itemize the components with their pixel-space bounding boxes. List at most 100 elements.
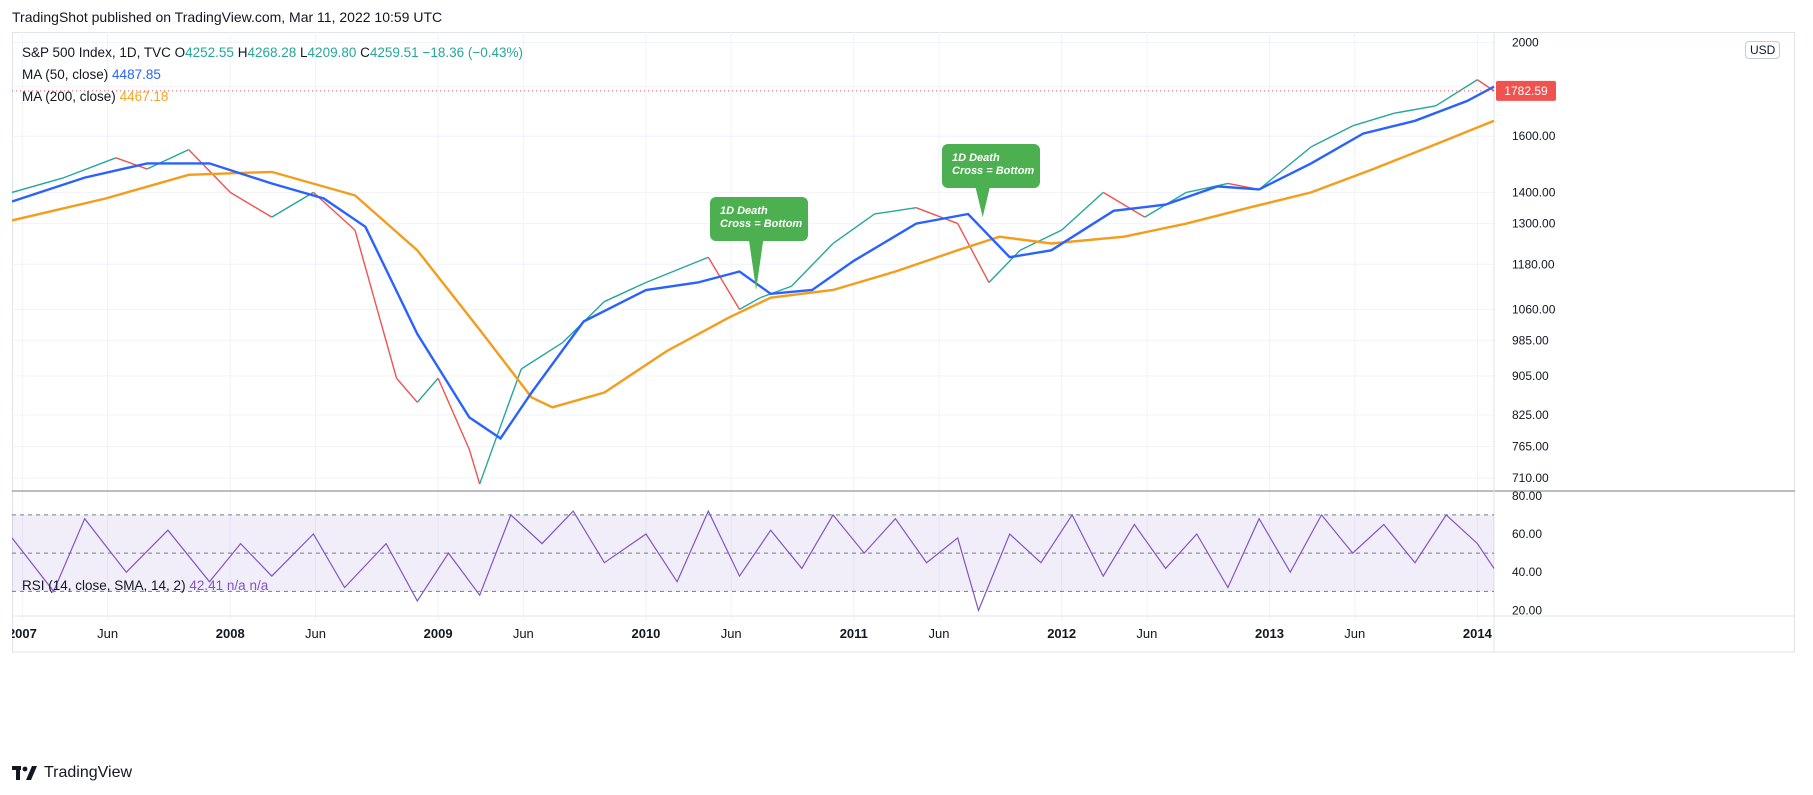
price-segment xyxy=(1435,79,1478,107)
main-legend: S&P 500 Index, 1D, TVC O4252.55 H4268.28… xyxy=(22,42,523,108)
price-tick-label: 710.00 xyxy=(1512,471,1549,485)
footer-brand: TradingView xyxy=(12,764,132,782)
time-tick-label: Jun xyxy=(1136,626,1157,641)
rsi-tick-label: 80.00 xyxy=(1512,489,1542,503)
price-segment xyxy=(271,191,314,218)
price-segment xyxy=(915,207,958,225)
ma50-value: 4487.85 xyxy=(112,67,161,82)
symbol-label[interactable]: S&P 500 Index, 1D, TVC xyxy=(22,45,171,60)
price-tick-label: 825.00 xyxy=(1512,408,1549,422)
low-value: 4209.80 xyxy=(307,45,357,60)
high-label: H xyxy=(237,45,248,60)
price-segment xyxy=(957,223,990,283)
close-label: C xyxy=(360,45,370,60)
ma200-line xyxy=(11,119,1495,409)
time-tick-label: Jun xyxy=(97,626,118,641)
price-segment xyxy=(63,157,117,179)
rsi-value: 42.41 xyxy=(189,578,224,593)
currency-badge[interactable]: USD xyxy=(1745,41,1781,59)
price-segment xyxy=(1186,182,1229,194)
time-tick-label: 2012 xyxy=(1047,626,1076,641)
price-segment xyxy=(739,297,761,311)
price-segment xyxy=(1061,191,1104,231)
chart-svg[interactable]: 200018001600.001400.001300.001180.001060… xyxy=(8,32,1795,752)
price-segment xyxy=(832,213,875,245)
price-tick-label: 985.00 xyxy=(1512,333,1549,347)
price-tick-label: 1300.00 xyxy=(1512,217,1556,231)
callout-box xyxy=(942,144,1040,188)
ma50-line xyxy=(11,85,1495,441)
price-tick-label: 2000 xyxy=(1512,35,1539,49)
rsi-na-1: n/a xyxy=(226,578,246,593)
chart-border xyxy=(12,32,1795,653)
rsi-tick-label: 20.00 xyxy=(1512,603,1542,617)
price-segment xyxy=(11,176,65,194)
last-price-label: 1782.59 xyxy=(1504,84,1548,98)
price-segment xyxy=(604,281,647,303)
callout-pointer xyxy=(749,241,764,291)
price-segment xyxy=(645,256,709,284)
ma200-row[interactable]: MA (200, close) 4467.18 xyxy=(22,86,523,108)
price-segment xyxy=(1352,112,1395,127)
price-segment xyxy=(790,242,834,287)
ohlc-row: S&P 500 Index, 1D, TVC O4252.55 H4268.28… xyxy=(22,42,523,64)
price-tick-label: 905.00 xyxy=(1512,369,1549,383)
open-label: O xyxy=(174,45,186,60)
high-value: 4268.28 xyxy=(247,45,297,60)
time-tick-label: 2007 xyxy=(12,626,37,641)
price-tick-label: 1400.00 xyxy=(1512,185,1556,199)
price-tick-label: 765.00 xyxy=(1512,440,1549,454)
time-tick-label: Jun xyxy=(929,626,950,641)
time-tick-label: 2010 xyxy=(631,626,660,641)
price-segment xyxy=(760,285,792,299)
chart-frame[interactable]: 200018001600.001400.001300.001180.001060… xyxy=(8,32,1795,752)
price-segment xyxy=(1019,229,1062,251)
tradingview-logo-icon xyxy=(12,766,38,780)
ma200-value: 4467.18 xyxy=(119,89,169,104)
price-segment xyxy=(1310,125,1353,148)
rsi-legend[interactable]: RSI (14, close, SMA, 14, 2) 42.41 n/a n/… xyxy=(22,578,268,593)
price-segment xyxy=(1394,105,1436,114)
time-tick-label: 2008 xyxy=(216,626,245,641)
change-value: −18.36 (−0.43%) xyxy=(422,45,524,60)
price-segment xyxy=(468,449,481,485)
ma200-label: MA (200, close) xyxy=(22,89,116,104)
time-tick-label: Jun xyxy=(513,626,534,641)
last-price-badge xyxy=(1496,80,1556,101)
footer-brand-label: TradingView xyxy=(44,764,133,781)
price-segment xyxy=(396,377,418,403)
price-segment xyxy=(479,368,522,485)
close-value: 4259.51 xyxy=(369,45,419,60)
price-segment xyxy=(1102,191,1146,218)
time-tick-label: 2014 xyxy=(1463,626,1493,641)
price-segment xyxy=(354,229,398,379)
rsi-na-2: n/a xyxy=(249,578,269,593)
time-tick-label: Jun xyxy=(305,626,326,641)
publish-header: TradingShot published on TradingView.com… xyxy=(12,9,443,25)
time-tick-label: 2009 xyxy=(424,626,453,641)
rsi-line xyxy=(11,509,1495,613)
price-segment xyxy=(146,148,189,170)
callout-text: 1D Death xyxy=(720,205,768,217)
callout-text: Cross = Bottom xyxy=(952,165,1034,177)
time-tick-label: Jun xyxy=(1344,626,1365,641)
price-segment xyxy=(188,149,231,193)
price-tick-label: 1600.00 xyxy=(1512,129,1556,143)
price-segment xyxy=(437,377,470,450)
low-label: L xyxy=(300,45,308,60)
price-tick-label: 1180.00 xyxy=(1512,257,1555,271)
time-tick-label: 2013 xyxy=(1255,626,1284,641)
price-segment xyxy=(229,191,273,218)
rsi-tick-label: 40.00 xyxy=(1512,565,1542,579)
price-segment xyxy=(115,157,148,170)
open-value: 4252.55 xyxy=(185,45,234,60)
callout-text: 1D Death xyxy=(952,152,1000,164)
rsi-label: RSI (14, close, SMA, 14, 2) xyxy=(22,578,186,593)
ma50-label: MA (50, close) xyxy=(22,67,109,82)
time-tick-label: 2011 xyxy=(840,626,868,641)
price-segment xyxy=(416,377,439,403)
callout-box xyxy=(710,197,808,241)
ma50-row[interactable]: MA (50, close) 4487.85 xyxy=(22,64,523,86)
callout-text: Cross = Bottom xyxy=(720,218,802,230)
